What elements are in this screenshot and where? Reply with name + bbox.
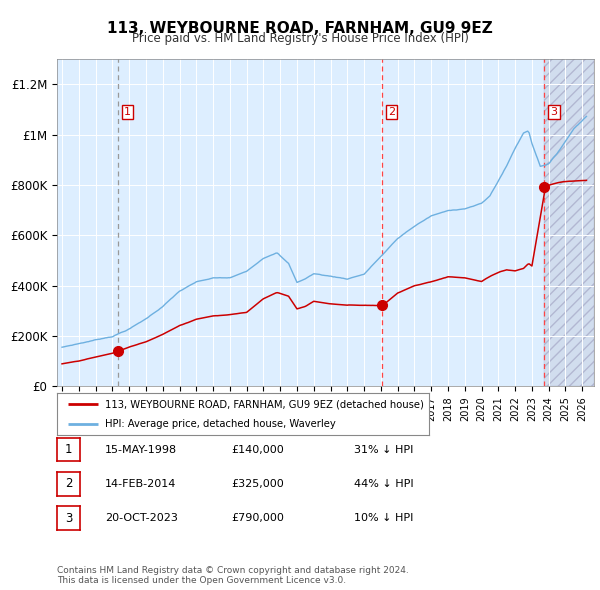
Text: £325,000: £325,000 [231,479,284,489]
Text: 113, WEYBOURNE ROAD, FARNHAM, GU9 9EZ: 113, WEYBOURNE ROAD, FARNHAM, GU9 9EZ [107,21,493,35]
Text: 2: 2 [65,477,72,490]
Text: 20-OCT-2023: 20-OCT-2023 [105,513,178,523]
Text: 15-MAY-1998: 15-MAY-1998 [105,445,177,454]
Text: £790,000: £790,000 [231,513,284,523]
Text: 113, WEYBOURNE ROAD, FARNHAM, GU9 9EZ (detached house): 113, WEYBOURNE ROAD, FARNHAM, GU9 9EZ (d… [106,399,424,409]
Text: HPI: Average price, detached house, Waverley: HPI: Average price, detached house, Wave… [106,419,336,429]
Text: 3: 3 [550,107,557,117]
Text: 10% ↓ HPI: 10% ↓ HPI [354,513,413,523]
Text: 1: 1 [65,443,72,456]
Text: 1: 1 [124,107,131,117]
Text: 31% ↓ HPI: 31% ↓ HPI [354,445,413,454]
Text: 44% ↓ HPI: 44% ↓ HPI [354,479,413,489]
Text: Contains HM Land Registry data © Crown copyright and database right 2024.
This d: Contains HM Land Registry data © Crown c… [57,566,409,585]
Text: 2: 2 [388,107,395,117]
Text: 3: 3 [65,512,72,525]
Text: Price paid vs. HM Land Registry's House Price Index (HPI): Price paid vs. HM Land Registry's House … [131,32,469,45]
Text: £140,000: £140,000 [231,445,284,454]
Bar [544,59,594,386]
Text: 14-FEB-2014: 14-FEB-2014 [105,479,176,489]
